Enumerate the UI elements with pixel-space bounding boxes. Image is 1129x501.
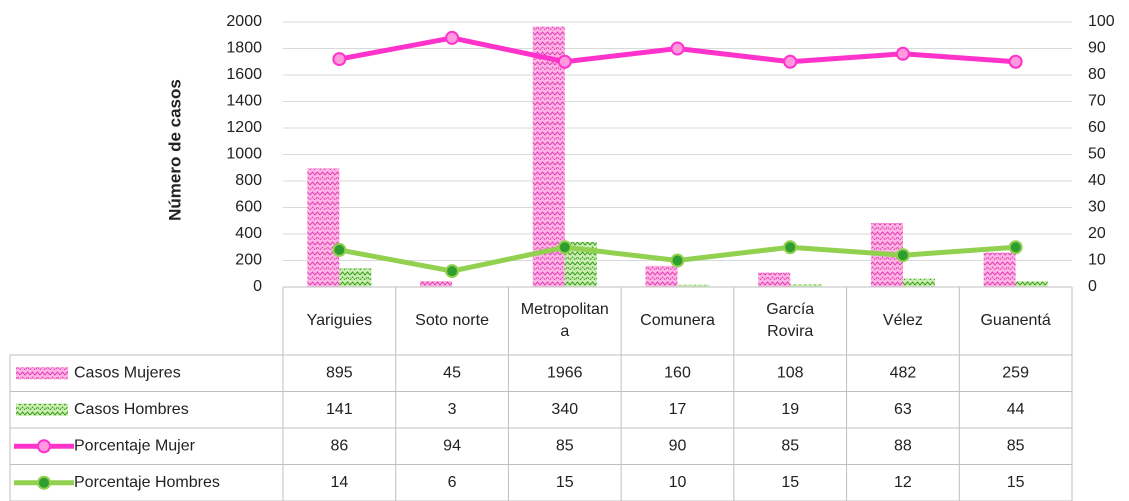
table-value: 141 bbox=[326, 401, 353, 418]
y2-tick-label: 30 bbox=[1088, 199, 1106, 216]
legend-label: Casos Mujeres bbox=[74, 364, 181, 381]
y2-tick-label: 60 bbox=[1088, 119, 1106, 136]
x-tick-label: Comunera bbox=[640, 312, 715, 329]
table-value: 63 bbox=[894, 401, 912, 418]
y-tick-label: 400 bbox=[235, 225, 262, 242]
bar bbox=[790, 284, 823, 287]
x-tick-label: García Rovira bbox=[766, 301, 815, 340]
y-tick-label: 0 bbox=[253, 278, 262, 295]
legend-label: Porcentaje Hombres bbox=[74, 474, 220, 491]
table-value: 6 bbox=[448, 474, 457, 491]
y2-tick-label: 50 bbox=[1088, 146, 1106, 163]
x-tick-label: Vélez bbox=[882, 312, 923, 329]
table-value: 160 bbox=[664, 364, 691, 381]
table-value: 14 bbox=[330, 474, 348, 491]
marker bbox=[895, 248, 910, 263]
table-value: 895 bbox=[326, 364, 353, 381]
y-tick-label: 800 bbox=[235, 172, 262, 189]
marker bbox=[332, 242, 347, 257]
bar bbox=[645, 265, 678, 287]
table-value: 85 bbox=[1007, 437, 1025, 454]
table-value: 15 bbox=[1007, 474, 1025, 491]
table-value: 1966 bbox=[547, 364, 583, 381]
bar bbox=[677, 284, 710, 287]
bar bbox=[420, 281, 453, 287]
bar bbox=[339, 268, 372, 287]
table-value: 44 bbox=[1007, 401, 1025, 418]
y-tick-label: 1800 bbox=[226, 40, 262, 57]
table-value: 340 bbox=[551, 401, 578, 418]
y2-tick-label: 40 bbox=[1088, 172, 1106, 189]
y-tick-label: 1400 bbox=[226, 93, 262, 110]
table-value: 3 bbox=[448, 401, 457, 418]
bar bbox=[307, 168, 340, 287]
x-tick-label: Yariguies bbox=[306, 312, 373, 329]
y-tick-label: 200 bbox=[235, 252, 262, 269]
y-tick-label: 1600 bbox=[226, 66, 262, 83]
marker bbox=[445, 30, 460, 45]
y2-tick-label: 100 bbox=[1088, 13, 1115, 30]
table-value: 19 bbox=[781, 401, 799, 418]
x-tick-label: Guanentá bbox=[980, 312, 1051, 329]
marker bbox=[1008, 54, 1023, 69]
y2-tick-label: 80 bbox=[1088, 66, 1106, 83]
x-tick-label: Metropolitana bbox=[520, 301, 609, 340]
bar bbox=[983, 252, 1016, 287]
marker bbox=[332, 52, 347, 67]
legend-swatch bbox=[16, 367, 68, 380]
legend-label: Casos Hombres bbox=[74, 401, 189, 418]
y2-tick-label: 10 bbox=[1088, 252, 1106, 269]
y2-tick-label: 20 bbox=[1088, 225, 1106, 242]
marker bbox=[557, 240, 572, 255]
marker bbox=[783, 54, 798, 69]
marker bbox=[670, 41, 685, 56]
bar bbox=[758, 272, 791, 287]
y-tick-label: 1000 bbox=[226, 146, 262, 163]
marker bbox=[783, 240, 798, 255]
y-tick-label: 600 bbox=[235, 199, 262, 216]
table-value: 15 bbox=[781, 474, 799, 491]
table-value: 88 bbox=[894, 437, 912, 454]
y2-tick-label: 0 bbox=[1088, 278, 1097, 295]
table-value: 85 bbox=[556, 437, 574, 454]
legend-swatch bbox=[16, 403, 68, 416]
table-value: 482 bbox=[890, 364, 917, 381]
legend-label: Porcentaje Mujer bbox=[74, 437, 196, 454]
y2-tick-label: 90 bbox=[1088, 40, 1106, 57]
legend-swatch bbox=[37, 439, 51, 454]
marker bbox=[445, 264, 460, 279]
table-value: 86 bbox=[330, 437, 348, 454]
marker bbox=[670, 253, 685, 268]
bar bbox=[1015, 281, 1048, 287]
marker bbox=[895, 46, 910, 61]
table-value: 15 bbox=[556, 474, 574, 491]
table-value: 12 bbox=[894, 474, 912, 491]
table-value: 45 bbox=[443, 364, 461, 381]
x-tick-label: Soto norte bbox=[415, 312, 489, 329]
table-value: 108 bbox=[777, 364, 804, 381]
y2-tick-label: 70 bbox=[1088, 93, 1106, 110]
table-value: 90 bbox=[669, 437, 687, 454]
table-value: 10 bbox=[669, 474, 687, 491]
table-value: 17 bbox=[669, 401, 687, 418]
table-value: 259 bbox=[1002, 364, 1029, 381]
y-tick-label: 1200 bbox=[226, 119, 262, 136]
table-value: 85 bbox=[781, 437, 799, 454]
legend-swatch bbox=[37, 475, 51, 490]
marker bbox=[1008, 240, 1023, 255]
bar bbox=[902, 278, 935, 287]
y-axis-title: Número de casos bbox=[165, 79, 184, 221]
y-tick-label: 2000 bbox=[226, 13, 262, 30]
table-value: 94 bbox=[443, 437, 461, 454]
marker bbox=[557, 54, 572, 69]
